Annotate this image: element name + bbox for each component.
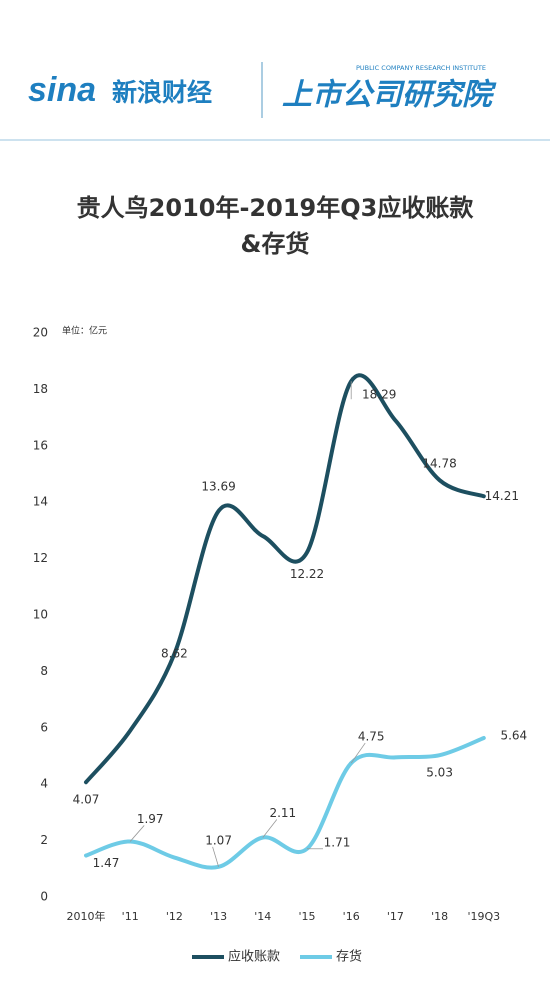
leader-line [262,819,278,838]
data-label: 1.71 [324,835,351,849]
data-label: 14.78 [422,457,456,471]
data-label: 18.29 [362,388,396,402]
y-tick-label: 0 [40,890,48,904]
institute-en: PUBLIC COMPANY RESEARCH INSTITUTE [356,64,486,72]
x-tick-label: '19Q3 [467,910,500,923]
x-tick-label: '18 [431,910,448,923]
institute: 上市公司研究院 [282,78,497,113]
leader-line [350,742,366,764]
data-label: 5.03 [426,766,453,780]
logo: sina [28,71,96,109]
data-label: 1.97 [137,812,164,826]
data-label: 8.62 [161,646,188,660]
x-tick-label: '13 [210,910,227,923]
data-label: 13.69 [201,479,235,493]
data-label: 5.64 [500,728,527,742]
unit: 单位：亿元 [62,325,107,337]
data-label: 14.21 [485,489,519,503]
y-tick-label: 6 [40,720,48,734]
leader-line [212,846,219,867]
y-tick-label: 14 [33,495,48,509]
y-tick-label: 12 [33,551,48,565]
y-tick-label: 10 [33,608,48,622]
legend-label: 应收账款 [228,949,280,965]
leader-line [129,825,145,842]
y-tick-label: 18 [33,382,48,396]
brand: 新浪财经 [112,78,212,107]
title-box: 贵人鸟2010年-2019年Q3应收账款&存货 [76,194,474,258]
x-tick-label: '16 [343,910,360,923]
x-tick-label: '12 [166,910,183,923]
series-line [84,373,486,785]
data-label: 1.07 [205,833,232,847]
legend-label: 存货 [336,949,362,965]
x-tick-label: 2010年 [67,909,106,923]
series-line [84,735,486,870]
y-tick-label: 4 [40,777,48,791]
x-tick-label: '17 [387,910,404,923]
data-label: 12.22 [290,567,324,581]
x-tick-label: '11 [122,910,139,923]
y-tick-label: 16 [33,438,48,452]
data-label: 4.75 [358,730,385,744]
data-label: 1.47 [93,856,120,870]
y-tick-label: 2 [40,833,48,847]
chart-title: 贵人鸟2010年-2019年Q3应收账款&存货 [76,194,474,258]
x-tick-label: '14 [254,910,271,923]
y-tick-label: 20 [33,326,48,340]
data-label: 2.11 [269,806,296,820]
x-tick-label: '15 [298,910,315,923]
y-tick-label: 8 [40,664,48,678]
data-label: 4.07 [73,793,100,807]
